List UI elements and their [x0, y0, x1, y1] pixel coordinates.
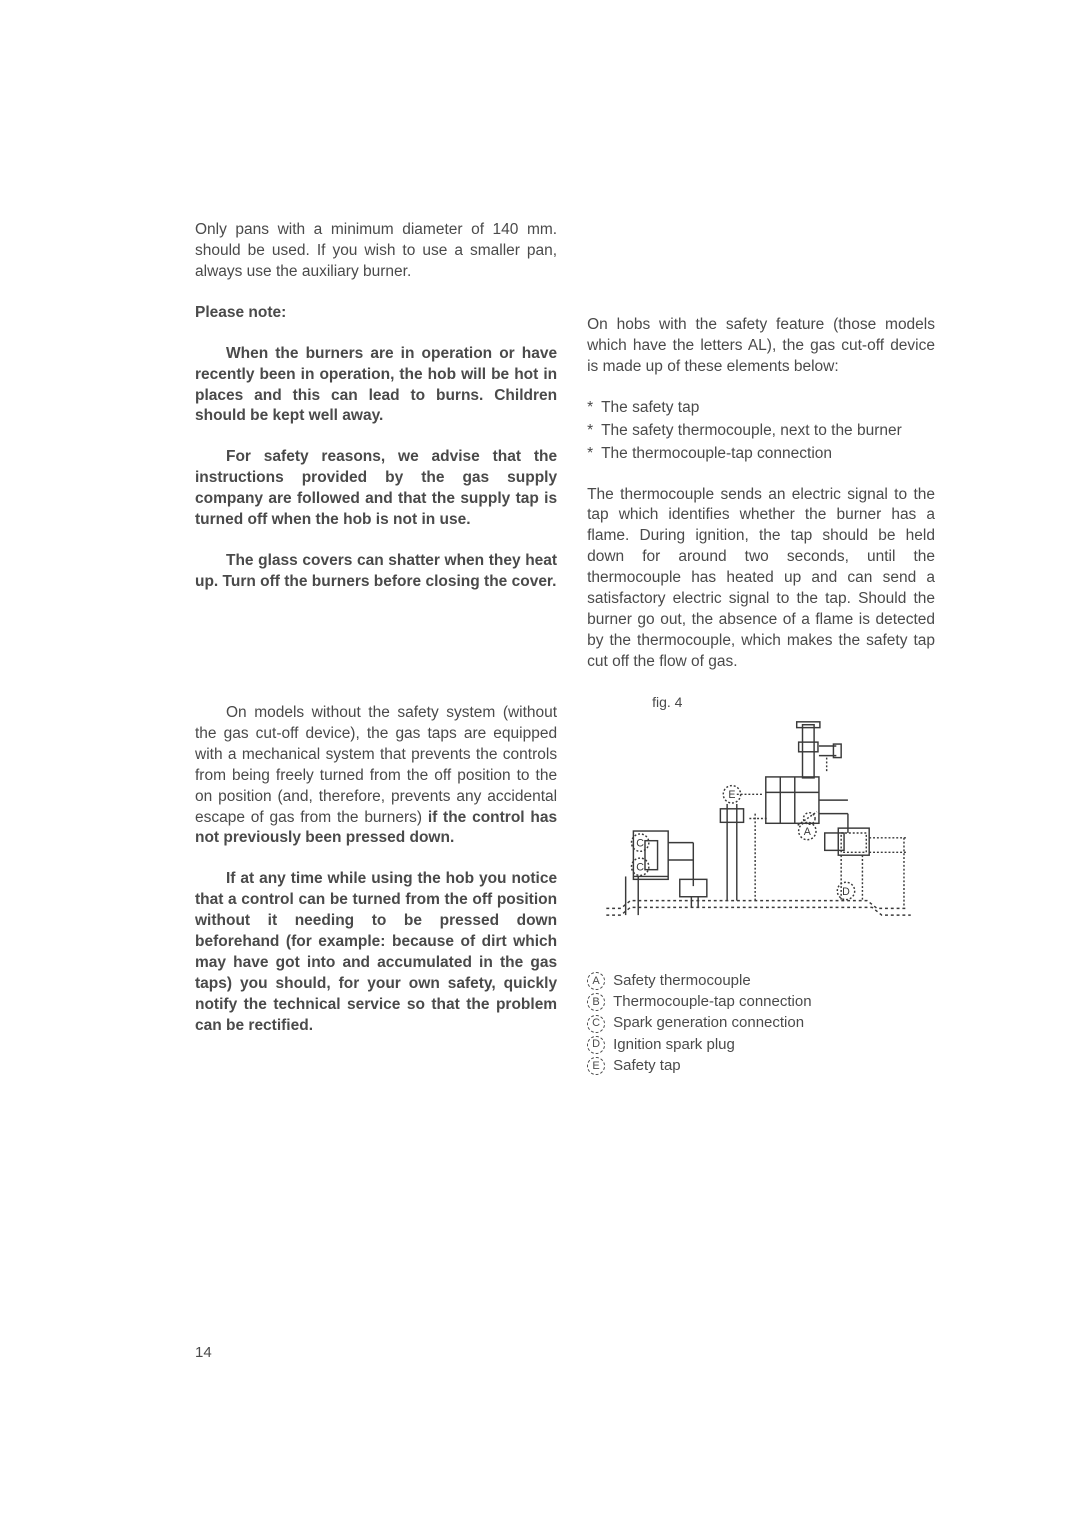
note-heading: Please note:: [195, 303, 557, 324]
safety-feature-intro: On hobs with the safety feature (those m…: [587, 315, 935, 378]
legend-item: D Ignition spark plug: [587, 1035, 935, 1055]
diagram-legend: A Safety thermocouple B Thermocouple-tap…: [587, 971, 935, 1076]
bullet-text: The safety tap: [601, 398, 935, 419]
elements-list: * The safety tap * The safety thermocoup…: [587, 398, 935, 465]
left-column: Only pans with a minimum diameter of 140…: [195, 220, 557, 1077]
bullet-text: The safety thermocouple, next to the bur…: [601, 421, 935, 442]
legend-text: Safety tap: [613, 1056, 681, 1076]
figure-label: fig. 4: [652, 693, 935, 712]
legend-letter-circle: D: [587, 1036, 605, 1054]
legend-text: Safety thermocouple: [613, 971, 751, 991]
svg-text:A: A: [804, 826, 812, 838]
legend-text: Thermocouple-tap connection: [613, 992, 811, 1012]
control-warning: If at any time while using the hob you n…: [195, 869, 557, 1036]
legend-text: Ignition spark plug: [613, 1035, 735, 1055]
legend-item: E Safety tap: [587, 1056, 935, 1076]
warning-burns: When the burners are in operation or hav…: [195, 344, 557, 428]
svg-text:C: C: [636, 861, 644, 873]
page-number: 14: [195, 1344, 212, 1361]
mechanical-system-text: On models without the safety system (wit…: [195, 704, 557, 826]
two-column-layout: Only pans with a minimum diameter of 140…: [195, 220, 935, 1077]
legend-letter-circle: B: [587, 993, 605, 1011]
asterisk-icon: *: [587, 444, 601, 465]
legend-item: C Spark generation connection: [587, 1013, 935, 1033]
warning-glass-covers: The glass covers can shatter when they h…: [195, 551, 557, 593]
legend-item: A Safety thermocouple: [587, 971, 935, 991]
svg-text:E: E: [729, 789, 736, 801]
legend-item: B Thermocouple-tap connection: [587, 992, 935, 1012]
intro-paragraph: Only pans with a minimum diameter of 140…: [195, 220, 557, 283]
right-column: On hobs with the safety feature (those m…: [587, 220, 935, 1077]
legend-letter-circle: C: [587, 1015, 605, 1033]
legend-letter-circle: E: [587, 1057, 605, 1075]
asterisk-icon: *: [587, 421, 601, 442]
svg-text:C: C: [636, 837, 644, 849]
safety-device-diagram: C C E: [587, 717, 935, 939]
warning-gas-supply: For safety reasons, we advise that the i…: [195, 447, 557, 531]
legend-text: Spark generation connection: [613, 1013, 804, 1033]
thermocouple-explanation: The thermocouple sends an electric signa…: [587, 485, 935, 673]
asterisk-icon: *: [587, 398, 601, 419]
mechanical-system-para: On models without the safety system (wit…: [195, 703, 557, 849]
bullet-text: The thermocouple-tap connection: [601, 444, 935, 465]
svg-text:D: D: [842, 886, 850, 898]
bullet-item: * The safety thermocouple, next to the b…: [587, 421, 935, 442]
bullet-item: * The thermocouple-tap connection: [587, 444, 935, 465]
bullet-item: * The safety tap: [587, 398, 935, 419]
legend-letter-circle: A: [587, 972, 605, 990]
